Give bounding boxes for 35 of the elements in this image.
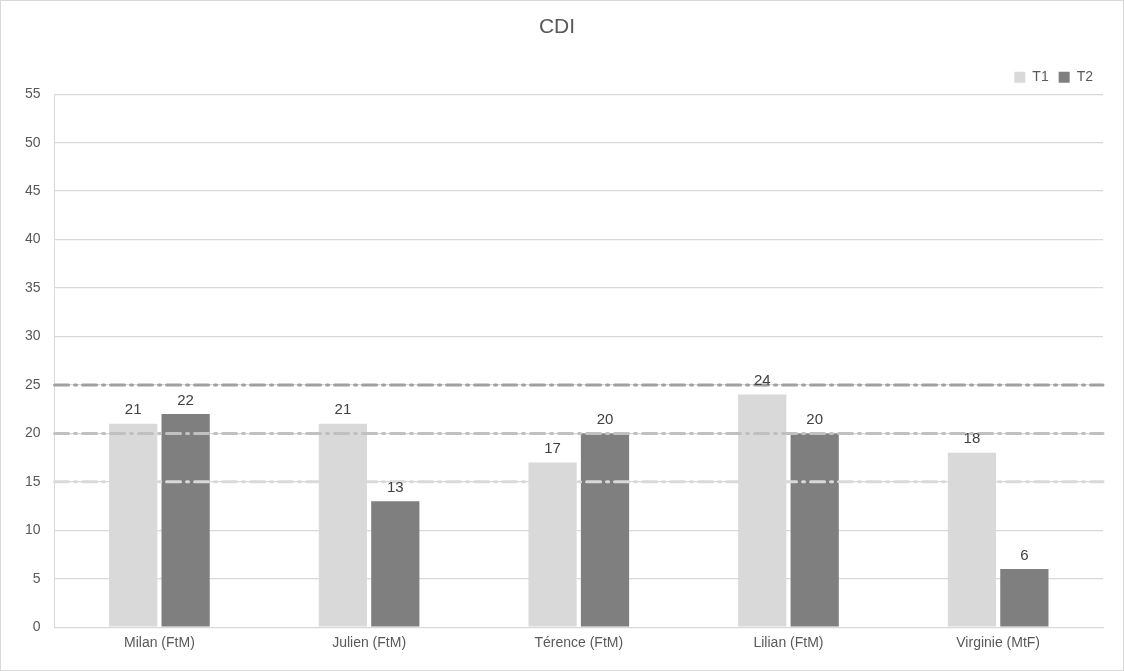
x-tick-label: Térence (FtM) <box>534 634 624 651</box>
legend-label: T2 <box>1076 68 1094 85</box>
y-tick-label: 45 <box>24 181 41 198</box>
y-tick-label: 35 <box>24 278 41 295</box>
bar <box>580 433 630 627</box>
y-tick-label: 5 <box>32 569 41 586</box>
y-tick-label: 20 <box>24 424 41 441</box>
y-tick-label: 40 <box>24 230 41 247</box>
y-tick-label: 55 <box>24 85 41 102</box>
x-tick-label: Virginie (MtF) <box>956 634 1041 651</box>
y-tick-label: 15 <box>24 472 41 489</box>
data-label: 20 <box>596 410 614 428</box>
data-label: 24 <box>753 371 771 389</box>
bar <box>371 501 420 627</box>
bar <box>161 414 210 627</box>
bar <box>1000 569 1049 627</box>
legend-label: T1 <box>1032 68 1049 85</box>
data-label: 21 <box>124 400 142 418</box>
data-label: 6 <box>1020 545 1029 563</box>
data-label: 21 <box>334 400 352 418</box>
data-label: 13 <box>386 477 404 495</box>
chart-title: CDI <box>538 14 576 38</box>
x-tick-label: Milan (FtM) <box>124 634 195 651</box>
data-label: 22 <box>177 390 194 408</box>
y-tick-label: 25 <box>24 375 41 392</box>
y-tick-label: 50 <box>24 133 41 150</box>
bar <box>790 433 839 627</box>
x-tick-label: Lilian (FtM) <box>753 634 824 651</box>
y-tick-label: 10 <box>24 521 41 538</box>
x-tick-label: Julien (FtM) <box>332 634 407 651</box>
y-tick-label: 0 <box>32 618 41 635</box>
y-tick-label: 30 <box>24 327 41 344</box>
data-label: 17 <box>544 439 561 457</box>
data-label: 20 <box>806 410 824 428</box>
data-label: 18 <box>963 429 981 447</box>
